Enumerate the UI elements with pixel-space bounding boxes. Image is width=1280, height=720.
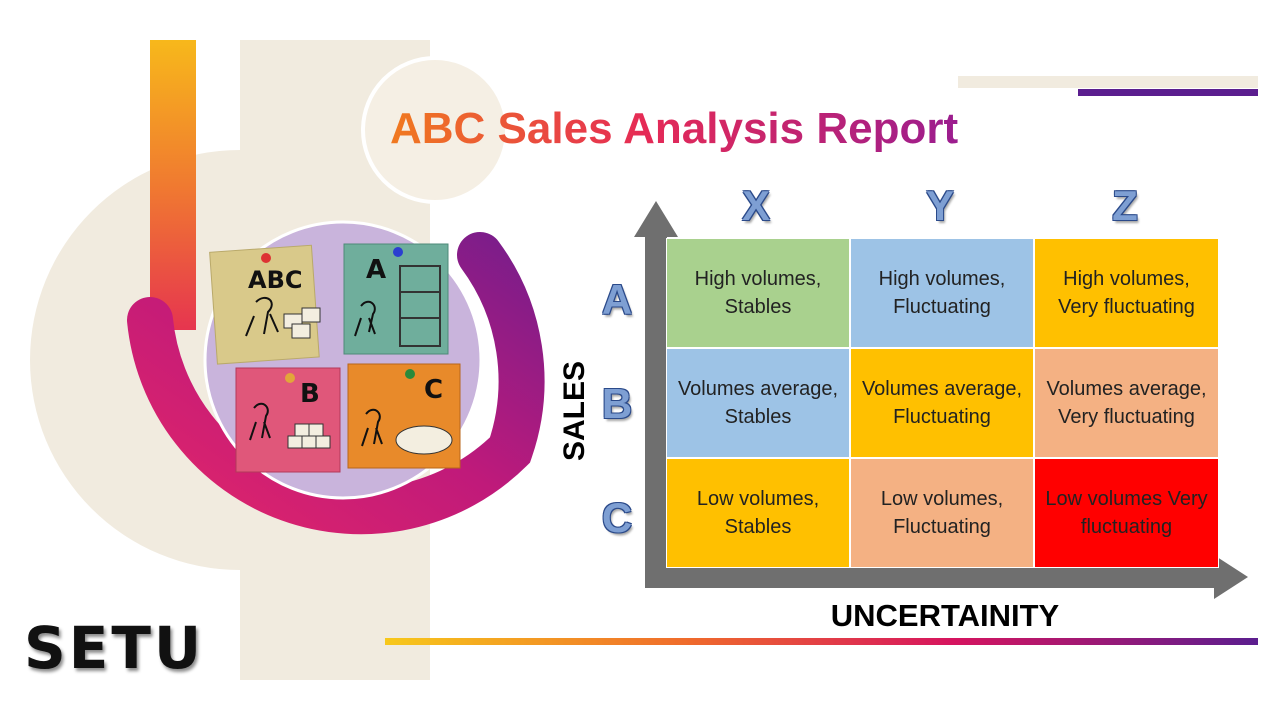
cell-bz: Volumes average, Very fluctuating [1034, 348, 1219, 458]
cell-by: Volumes average, Fluctuating [850, 348, 1034, 458]
top-beige-line [958, 76, 1258, 88]
sales-axis-label: SALES [558, 360, 591, 462]
note-c-label: C [424, 375, 443, 405]
cell-ay: High volumes, Fluctuating [850, 238, 1034, 348]
row-label-b: B [601, 380, 633, 427]
sticky-notes-illustration: ABC A B C [203, 220, 483, 500]
note-abc [209, 244, 320, 365]
note-c [347, 363, 461, 469]
cell-ax: High volumes, Stables [666, 238, 850, 348]
note-a [343, 243, 449, 355]
beige-circle [361, 56, 509, 204]
gradient-bar [150, 40, 196, 330]
gradient-arc [127, 232, 545, 535]
report-title: ABC Sales Analysis Report [390, 104, 959, 153]
x-axis [645, 566, 1220, 588]
matrix-axes [634, 201, 1248, 599]
bottom-gradient-line [385, 638, 1258, 645]
note-b-label: B [300, 379, 320, 409]
note-abc-label: ABC [248, 266, 302, 294]
y-axis-arrow [634, 201, 678, 237]
cell-cx: Low volumes, Stables [666, 458, 850, 568]
setu-logo: SETU [24, 614, 205, 682]
y-axis [645, 225, 667, 587]
row-label-a: A [601, 276, 633, 323]
top-purple-line [1078, 89, 1258, 96]
column-label-z: Z [1112, 182, 1138, 229]
column-label-y: Y [925, 182, 954, 229]
column-label-x: X [741, 182, 770, 229]
x-axis-arrow [1214, 555, 1248, 599]
uncertainity-axis-label: UNCERTAINITY [830, 598, 1060, 633]
cell-bx: Volumes average, Stables [666, 348, 850, 458]
cell-az: High volumes, Very fluctuating [1034, 238, 1219, 348]
note-b [235, 367, 341, 473]
row-label-c: C [601, 494, 633, 541]
cell-cz: Low volumes Very fluctuating [1034, 458, 1219, 568]
cell-cy: Low volumes, Fluctuating [850, 458, 1034, 568]
note-a-label: A [366, 255, 386, 285]
